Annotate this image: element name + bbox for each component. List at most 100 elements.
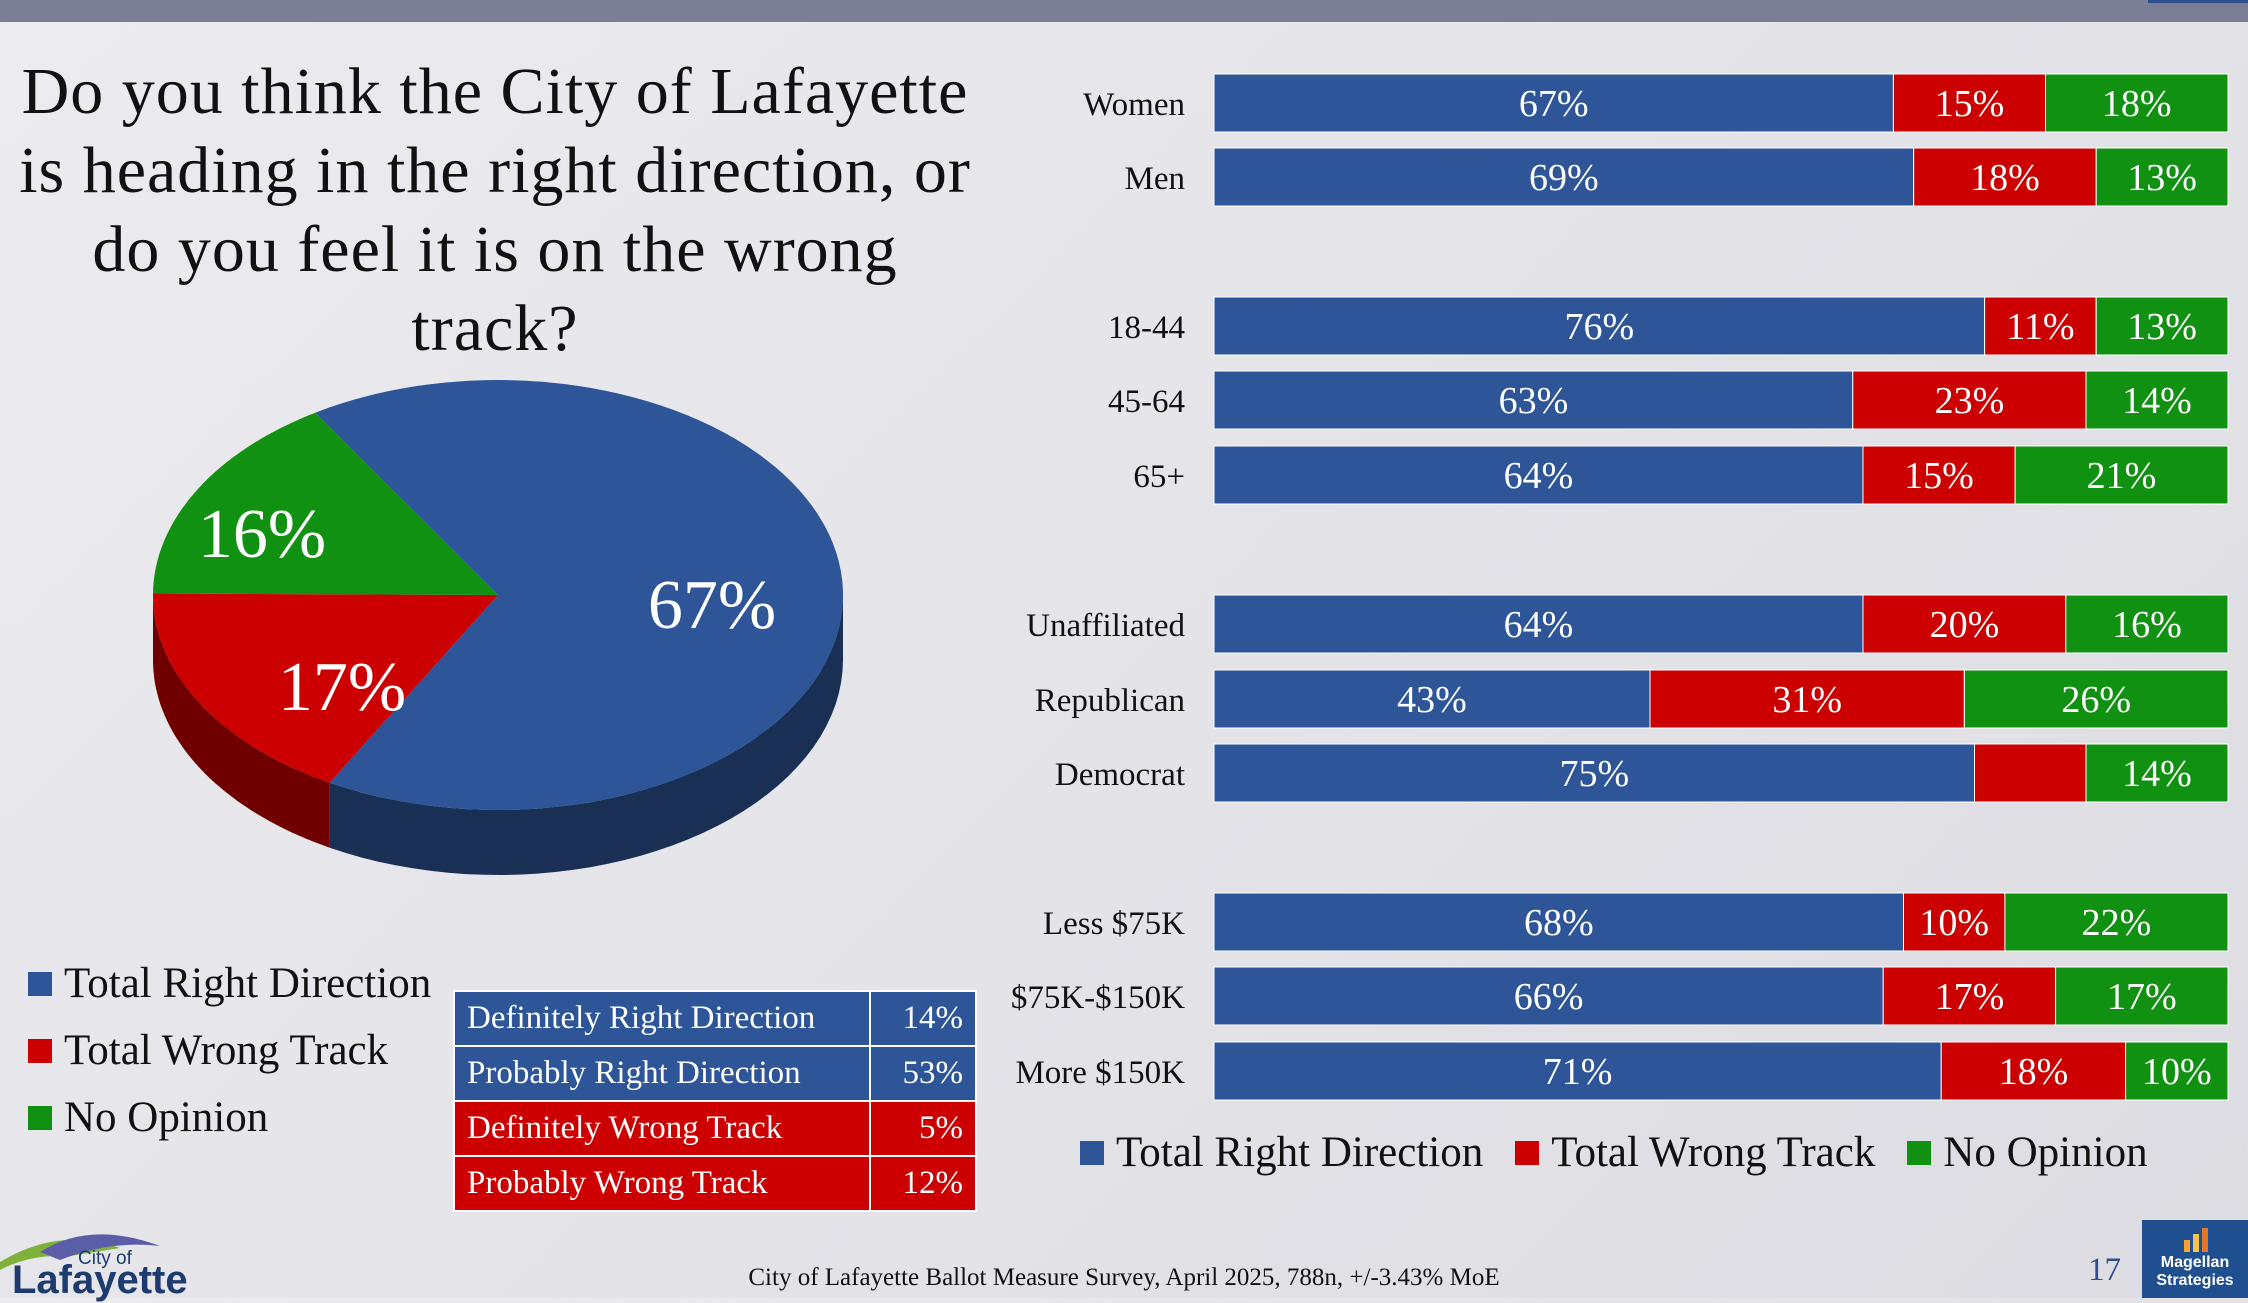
bar-value-label: 63% bbox=[1499, 380, 1569, 422]
pie-slice-2 bbox=[153, 412, 498, 595]
bar-category-label: 18-44 bbox=[1108, 310, 1185, 346]
pie-slice-1 bbox=[152, 593, 498, 783]
table-row: Definitely Right Direction 14% bbox=[453, 990, 977, 1047]
bar-category-label: $75K-$150K bbox=[1011, 980, 1185, 1016]
pie-chart: 67% 17% 16% bbox=[152, 380, 844, 875]
logo-right-text: Magellan Strategies bbox=[2142, 1254, 2248, 1290]
bar-segment-right bbox=[1213, 445, 1864, 505]
bar-legend-label-none: No Opinion bbox=[1943, 1129, 2148, 1176]
top-bar bbox=[0, 0, 2248, 22]
bar-category-label: 65+ bbox=[1133, 459, 1185, 495]
bar-legend-item-right: Total Right Direction bbox=[1080, 1128, 1483, 1177]
bar-category-label: Women bbox=[1083, 87, 1185, 123]
legend-swatch-wrong bbox=[28, 1038, 52, 1063]
bar-chart-icon bbox=[2184, 1228, 2208, 1252]
bar-value-label: 13% bbox=[2127, 157, 2197, 199]
pie-slice-side-1 bbox=[153, 595, 330, 848]
bar-value-label: 64% bbox=[1504, 455, 1574, 497]
bar-segment-right bbox=[1213, 370, 1854, 430]
detail-table: Definitely Right Direction 14% Probably … bbox=[453, 990, 977, 1212]
bar-category-label: Unaffiliated bbox=[1026, 608, 1185, 644]
bar-value-label: 76% bbox=[1564, 306, 1634, 348]
bar-segment-right bbox=[1213, 966, 1884, 1026]
logo-left-line2: Lafayette bbox=[12, 1258, 188, 1302]
bar-value-label: 10% bbox=[2142, 1051, 2212, 1093]
bar-segment-wrong bbox=[1649, 669, 1965, 729]
bar-value-label: 22% bbox=[2082, 902, 2152, 944]
bar-segment-none bbox=[2095, 147, 2229, 207]
bar-segment-right bbox=[1213, 147, 1915, 207]
bar-category-label: 45-64 bbox=[1108, 384, 1185, 420]
bar-value-label: 68% bbox=[1524, 902, 1594, 944]
bar-value-label: 67% bbox=[1519, 83, 1589, 125]
bar-value-label: 14% bbox=[2122, 380, 2192, 422]
table-cell-value: 5% bbox=[869, 1100, 977, 1157]
pie-slice-side-0 bbox=[329, 595, 843, 875]
bar-segment-none bbox=[2095, 296, 2229, 356]
legend-item-right: Total Right Direction bbox=[28, 950, 431, 1017]
bar-segment-wrong bbox=[1903, 892, 2006, 952]
bar-legend-label-wrong: Total Wrong Track bbox=[1551, 1129, 1876, 1176]
legend-swatch-right bbox=[28, 971, 52, 996]
table-cell-label: Probably Right Direction bbox=[453, 1045, 871, 1102]
bar-segment-wrong bbox=[1892, 73, 2047, 133]
bar-value-label: 15% bbox=[1904, 455, 1974, 497]
pie-value-label: 17% bbox=[278, 649, 406, 726]
bar-legend-label-right: Total Right Direction bbox=[1116, 1129, 1484, 1176]
bar-segment-none bbox=[1963, 669, 2229, 729]
bar-value-label: 64% bbox=[1504, 604, 1574, 646]
bar-segment-right bbox=[1213, 594, 1864, 654]
table-cell-label: Definitely Right Direction bbox=[453, 990, 871, 1047]
bar-segment-none bbox=[2125, 1041, 2229, 1101]
bar-legend-item-wrong: Total Wrong Track bbox=[1515, 1128, 1875, 1177]
bar-segment-wrong bbox=[1974, 743, 2087, 803]
bar-value-label: 17% bbox=[1935, 976, 2005, 1018]
table-cell-value: 14% bbox=[869, 990, 977, 1047]
bar-segment-right bbox=[1213, 669, 1651, 729]
bar-value-label: 16% bbox=[2112, 604, 2182, 646]
bar-value-label: 31% bbox=[1772, 679, 1842, 721]
footer-source: City of Lafayette Ballot Measure Survey,… bbox=[748, 1264, 1500, 1291]
page-number: 17 bbox=[2088, 1252, 2121, 1288]
bar-segment-wrong bbox=[1862, 594, 2067, 654]
bar-value-label: 23% bbox=[1935, 380, 2005, 422]
bar-legend: Total Right Direction Total Wrong Track … bbox=[1080, 1128, 2180, 1177]
bar-value-label: 18% bbox=[2102, 83, 2172, 125]
bar-legend-item-none: No Opinion bbox=[1907, 1128, 2148, 1177]
magellan-logo: Magellan Strategies bbox=[2142, 1220, 2248, 1298]
legend-label-wrong: Total Wrong Track bbox=[64, 1027, 389, 1074]
legend-swatch-none bbox=[28, 1105, 52, 1130]
bar-legend-swatch-right bbox=[1080, 1140, 1104, 1165]
pie-value-label: 67% bbox=[648, 567, 776, 644]
pie-value-label: 16% bbox=[198, 496, 326, 573]
bar-segment-right bbox=[1213, 743, 1975, 803]
bar-segment-none bbox=[2045, 73, 2229, 133]
logo-right-line2: Strategies bbox=[2156, 1272, 2234, 1289]
table-cell-value: 53% bbox=[869, 1045, 977, 1102]
bar-value-label: 71% bbox=[1543, 1051, 1613, 1093]
bar-segment-none bbox=[2004, 892, 2229, 952]
bar-category-label: Less $75K bbox=[1043, 906, 1185, 942]
table-cell-label: Definitely Wrong Track bbox=[453, 1100, 871, 1157]
bar-segment-right bbox=[1213, 1041, 1942, 1101]
bar-value-label: 11% bbox=[2006, 306, 2074, 348]
top-bar-accent bbox=[2148, 0, 2248, 3]
table-row: Probably Wrong Track 12% bbox=[453, 1155, 977, 1212]
bar-value-label: 26% bbox=[2061, 679, 2131, 721]
bar-segment-none bbox=[2014, 445, 2229, 505]
bar-value-label: 10% bbox=[1919, 902, 1989, 944]
bar-value-label: 15% bbox=[1935, 83, 2005, 125]
legend-label-none: No Opinion bbox=[64, 1094, 269, 1141]
bar-value-label: 66% bbox=[1514, 976, 1584, 1018]
bar-value-label: 17% bbox=[2107, 976, 2177, 1018]
bar-category-label: Democrat bbox=[1055, 757, 1185, 793]
lafayette-logo-icon bbox=[0, 1234, 160, 1270]
bar-value-label: 18% bbox=[1970, 157, 2040, 199]
logo-right-line1: Magellan bbox=[2160, 1254, 2230, 1271]
legend-item-wrong: Total Wrong Track bbox=[28, 1017, 431, 1084]
bar-segment-none bbox=[2055, 966, 2229, 1026]
bar-segment-wrong bbox=[1862, 445, 2016, 505]
bar-segment-wrong bbox=[1984, 296, 2097, 356]
legend-item-none: No Opinion bbox=[28, 1084, 431, 1151]
